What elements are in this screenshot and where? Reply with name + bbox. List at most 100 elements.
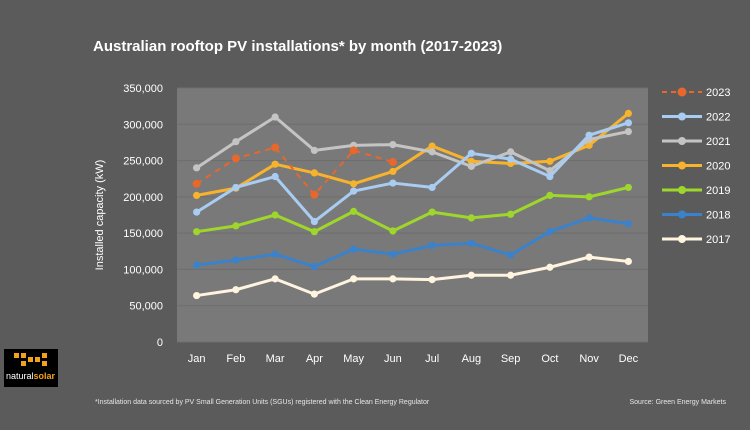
data-point-2022: [232, 183, 240, 192]
legend-item-2021: 2021: [662, 136, 730, 148]
data-point-2019: [428, 208, 436, 216]
data-point-2017: [271, 275, 279, 283]
data-point-2020: [310, 169, 318, 177]
x-tick-label: Jul: [425, 353, 439, 365]
data-point-2022: [624, 119, 632, 127]
data-point-2020: [546, 157, 554, 165]
series-2019: [193, 183, 632, 236]
data-point-2018: [389, 250, 397, 258]
y-tick-label: 200,000: [123, 192, 163, 204]
data-point-2023: [349, 146, 358, 155]
legend-swatch-marker: [677, 87, 687, 97]
data-point-2018: [624, 220, 632, 228]
data-point-2022: [310, 217, 318, 226]
x-tick-label: Dec: [619, 353, 639, 365]
data-point-2022: [350, 187, 358, 195]
y-tick-label: 100,000: [123, 264, 163, 276]
x-tick-label: Feb: [226, 353, 245, 365]
data-point-2017: [507, 271, 515, 279]
x-tick-label: Aug: [462, 353, 482, 365]
legend-label: 2017: [706, 234, 730, 246]
y-axis-label: Installed capacity (kW): [94, 160, 106, 271]
series-line-2021: [195, 115, 630, 173]
data-point-2017: [389, 275, 397, 283]
y-tick-label: 150,000: [123, 228, 163, 240]
y-tick-label: 50,000: [129, 301, 163, 313]
chart-title: Australian rooftop PV installations* by …: [93, 38, 503, 55]
data-point-2017: [624, 257, 632, 266]
data-point-2022: [193, 208, 201, 216]
legend-label: 2021: [706, 136, 730, 148]
legend-item-2022: 2022: [662, 112, 730, 124]
series-line-2020: [195, 111, 630, 197]
series-line-2023: [196, 146, 394, 196]
data-point-2019: [193, 228, 201, 236]
data-point-2018: [310, 262, 318, 271]
data-point-2019: [585, 193, 593, 201]
series-2023: [192, 143, 397, 199]
series-line-2022: [195, 121, 630, 224]
x-tick-label: Oct: [541, 353, 558, 365]
data-point-2018: [507, 251, 515, 259]
data-point-2019: [350, 207, 358, 215]
data-point-2018: [585, 214, 593, 222]
data-point-2022: [389, 179, 397, 187]
legend-item-2019: 2019: [662, 185, 730, 197]
data-point-2023: [310, 190, 319, 199]
data-point-2022: [546, 172, 554, 181]
data-point-2019: [624, 183, 632, 192]
data-point-2020: [193, 191, 201, 200]
data-point-2022: [507, 155, 515, 163]
data-point-2019: [467, 214, 475, 222]
series-2017: [193, 253, 632, 300]
series-2018: [193, 214, 632, 271]
data-point-2020: [467, 157, 475, 165]
data-point-2018: [232, 256, 240, 264]
data-point-2017: [193, 291, 201, 300]
data-point-2018: [546, 228, 554, 236]
data-point-2019: [389, 227, 397, 235]
y-tick-label: 350,000: [123, 83, 163, 95]
data-point-2023: [192, 179, 201, 188]
x-tick-label: Mar: [266, 353, 285, 365]
x-tick-label: Apr: [306, 353, 323, 365]
legend-label: 2022: [706, 112, 730, 124]
y-tick-label: 0: [157, 337, 163, 349]
data-point-2023: [231, 154, 240, 163]
data-point-2021: [389, 141, 397, 149]
data-point-2021: [271, 113, 279, 121]
legend-item-2017: 2017: [662, 234, 730, 246]
data-point-2017: [428, 275, 436, 284]
data-point-2017: [546, 263, 554, 271]
data-point-2018: [467, 239, 475, 247]
legend-swatch-marker: [678, 112, 686, 121]
data-point-2019: [507, 210, 515, 218]
x-tick-label: May: [343, 353, 364, 365]
legend-swatch-marker: [678, 186, 686, 194]
x-tick-label: Sep: [501, 353, 521, 365]
legend-item-2018: 2018: [662, 210, 730, 222]
data-point-2021: [507, 148, 515, 156]
data-point-2023: [271, 143, 280, 152]
data-point-2017: [350, 275, 358, 283]
legend-swatch-marker: [678, 137, 686, 145]
data-point-2020: [585, 141, 593, 149]
data-point-2017: [467, 271, 475, 279]
data-point-2022: [428, 183, 436, 192]
natural-solar-logo: naturalsolar: [4, 349, 58, 387]
footnote: *Installation data sourced by PV Small G…: [95, 399, 430, 406]
legend-item-2020: 2020: [662, 161, 730, 173]
plot-area: [177, 88, 648, 342]
data-point-2018: [193, 261, 201, 269]
legend-label: 2023: [706, 87, 730, 99]
legend-label: 2018: [706, 210, 730, 222]
data-point-2018: [350, 245, 358, 253]
legend-label: 2019: [706, 185, 730, 197]
data-point-2022: [467, 149, 475, 157]
data-point-2023: [388, 158, 397, 167]
data-point-2017: [310, 290, 318, 298]
data-point-2022: [271, 172, 279, 181]
x-tick-label: Jun: [384, 353, 402, 365]
